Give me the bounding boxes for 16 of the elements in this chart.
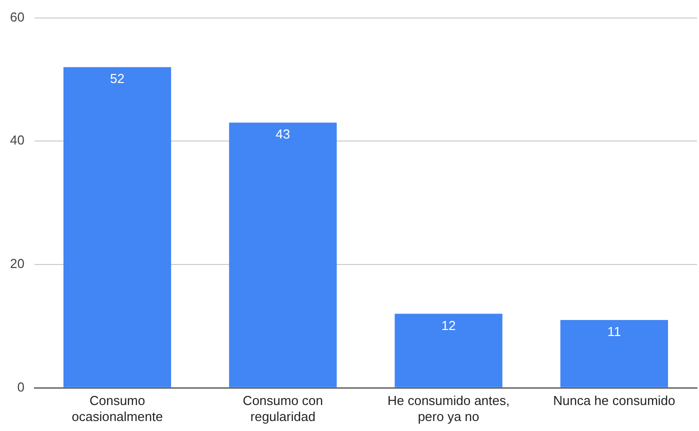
x-tick-label: Consumo con regularidad xyxy=(242,393,324,424)
data-label: 52 xyxy=(110,71,125,86)
y-tick-label: 0 xyxy=(17,379,24,394)
y-tick-label: 40 xyxy=(10,132,24,148)
bar xyxy=(63,67,172,388)
x-tick-label: He consumido antes, pero ya no xyxy=(387,393,510,424)
x-tick-label: Consumo ocasionalmente xyxy=(72,393,163,424)
data-label: 11 xyxy=(607,324,621,340)
data-label: 43 xyxy=(276,126,290,142)
bar xyxy=(229,122,337,388)
x-tick-label: Nunca he consumido xyxy=(553,393,676,408)
y-tick-label: 20 xyxy=(10,256,24,272)
bar xyxy=(394,314,502,388)
y-tick-label: 60 xyxy=(10,9,24,24)
data-label: 12 xyxy=(441,318,456,333)
bar xyxy=(560,320,668,388)
